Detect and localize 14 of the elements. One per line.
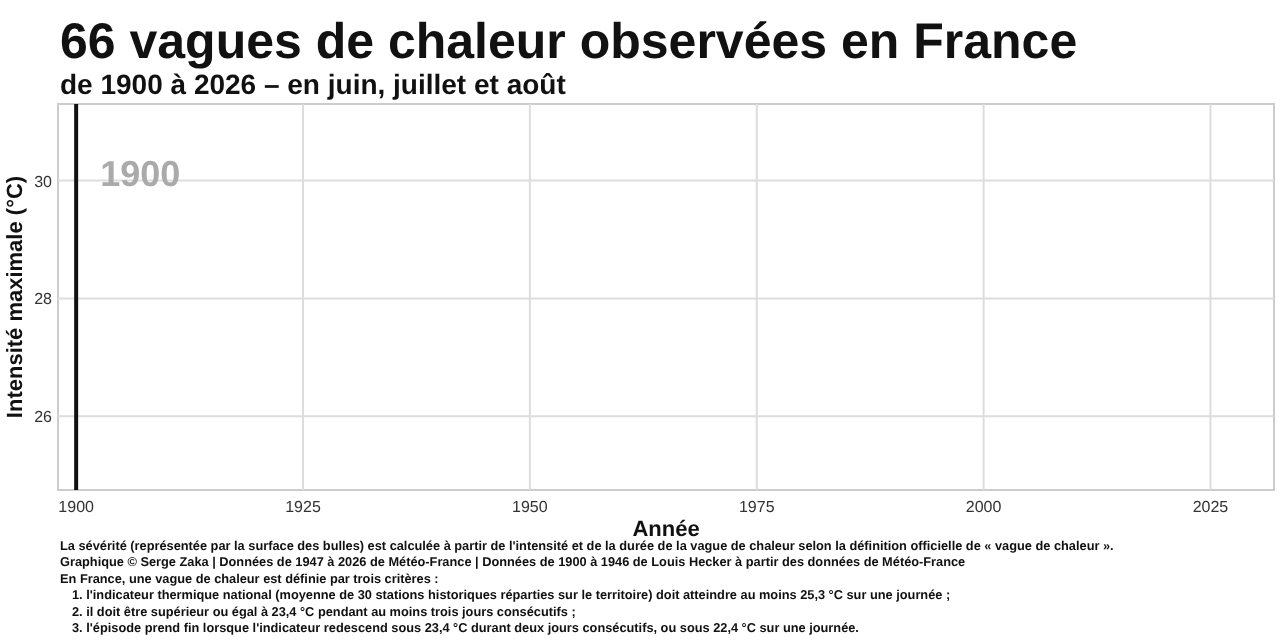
x-tick-label: 1925 — [285, 498, 322, 516]
x-tick-label: 2025 — [1192, 498, 1230, 516]
y-tick-label: 26 — [34, 408, 54, 427]
chart-title: 66 vagues de chaleur observées en France — [60, 14, 1078, 70]
x-tick-label: 1950 — [512, 498, 549, 516]
chart-subtitle: de 1900 à 2026 – en juin, juillet et août — [60, 68, 567, 100]
y-tick-label: 30 — [34, 172, 54, 191]
x-tick-label: 1975 — [738, 498, 776, 516]
y-tick-label: 28 — [34, 290, 54, 309]
ref-line-label: 1900 — [100, 154, 181, 194]
x-axis-title: Année — [632, 518, 700, 542]
x-tick-label: 1900 — [58, 498, 96, 516]
x-tick-label: 2000 — [965, 498, 1003, 516]
y-axis-title: Intensité maximale (°C) — [4, 175, 28, 419]
